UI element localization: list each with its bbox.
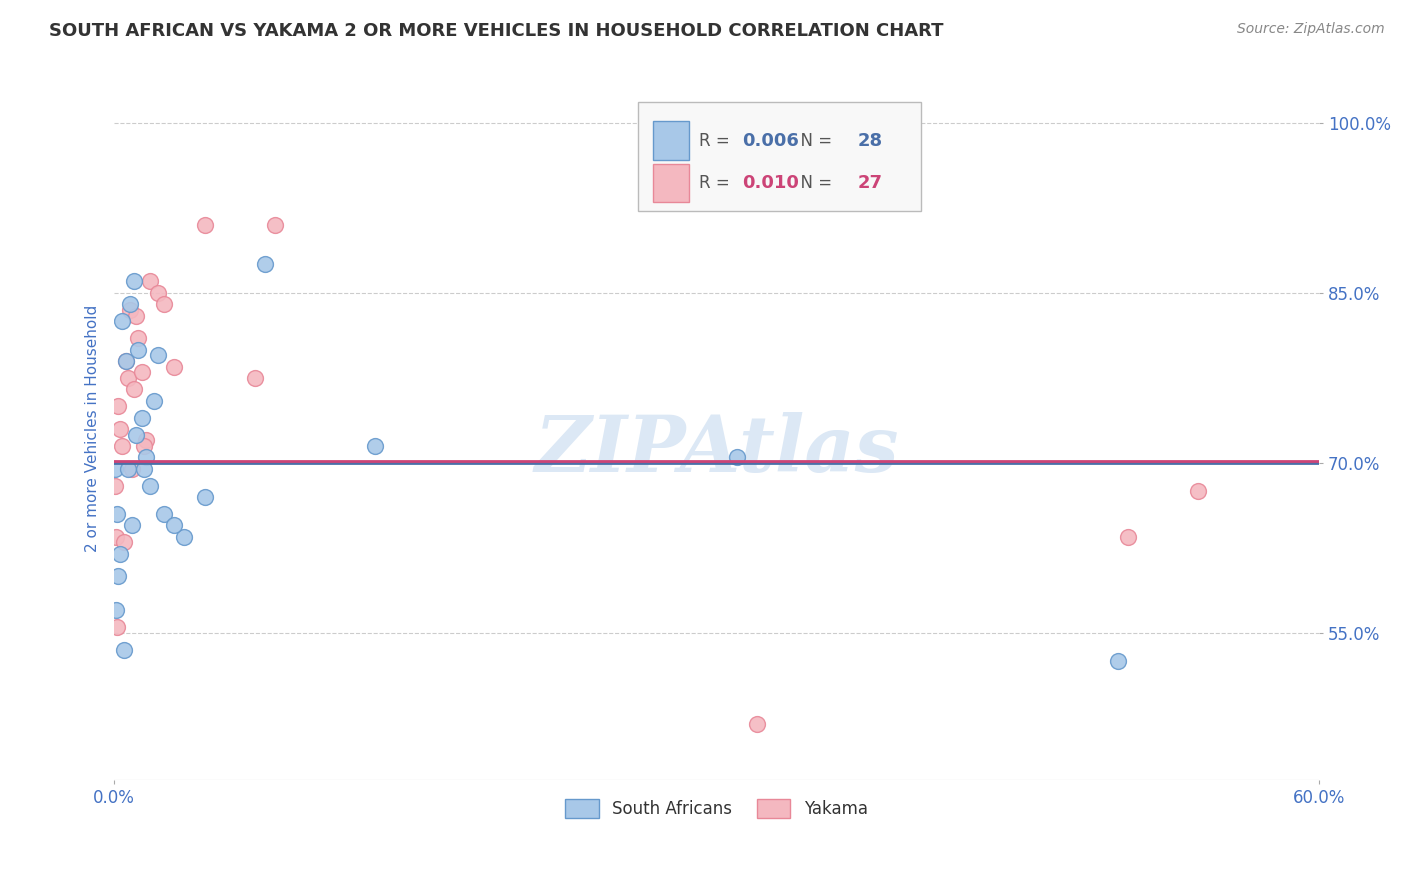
Point bbox=[105, 603, 128, 617]
Point bbox=[115, 354, 138, 368]
Point bbox=[108, 547, 131, 561]
Point bbox=[115, 354, 138, 368]
Point bbox=[107, 569, 129, 583]
Text: 27: 27 bbox=[858, 174, 883, 192]
Point bbox=[131, 410, 153, 425]
Legend: South Africans, Yakama: South Africans, Yakama bbox=[558, 792, 875, 825]
Point bbox=[193, 490, 215, 504]
Point bbox=[1116, 530, 1139, 544]
Point bbox=[139, 478, 162, 492]
Point bbox=[153, 507, 176, 521]
Point bbox=[121, 461, 143, 475]
Point bbox=[243, 371, 266, 385]
Point bbox=[745, 716, 768, 731]
Text: 28: 28 bbox=[858, 132, 883, 150]
Point bbox=[143, 393, 166, 408]
Bar bbox=[652, 163, 689, 202]
Point bbox=[131, 365, 153, 379]
Text: N =: N = bbox=[790, 132, 838, 150]
Point bbox=[105, 530, 128, 544]
Point bbox=[725, 450, 748, 465]
Point bbox=[105, 620, 128, 634]
Point bbox=[163, 359, 186, 374]
Point bbox=[135, 450, 157, 465]
Point bbox=[153, 297, 176, 311]
Text: Source: ZipAtlas.com: Source: ZipAtlas.com bbox=[1237, 22, 1385, 37]
Point bbox=[253, 258, 276, 272]
FancyBboxPatch shape bbox=[638, 102, 921, 211]
Point bbox=[111, 314, 134, 328]
Point bbox=[108, 422, 131, 436]
Text: R =: R = bbox=[699, 174, 734, 192]
Point bbox=[364, 439, 387, 453]
Point bbox=[105, 507, 128, 521]
Point bbox=[120, 297, 142, 311]
Text: N =: N = bbox=[790, 174, 838, 192]
Point bbox=[104, 461, 127, 475]
Point bbox=[173, 530, 195, 544]
Point bbox=[263, 218, 285, 232]
Text: 0.006: 0.006 bbox=[742, 132, 799, 150]
Point bbox=[139, 275, 162, 289]
Point bbox=[127, 343, 149, 357]
Point bbox=[117, 371, 139, 385]
Point bbox=[163, 518, 186, 533]
Point bbox=[112, 535, 135, 549]
Bar bbox=[652, 121, 689, 160]
Text: 0.010: 0.010 bbox=[742, 174, 799, 192]
Text: R =: R = bbox=[699, 132, 734, 150]
Point bbox=[117, 461, 139, 475]
Point bbox=[125, 427, 148, 442]
Point bbox=[148, 348, 170, 362]
Point bbox=[134, 439, 156, 453]
Point bbox=[121, 518, 143, 533]
Point bbox=[127, 331, 149, 345]
Y-axis label: 2 or more Vehicles in Household: 2 or more Vehicles in Household bbox=[86, 305, 100, 552]
Text: SOUTH AFRICAN VS YAKAMA 2 OR MORE VEHICLES IN HOUSEHOLD CORRELATION CHART: SOUTH AFRICAN VS YAKAMA 2 OR MORE VEHICL… bbox=[49, 22, 943, 40]
Point bbox=[135, 434, 157, 448]
Point bbox=[193, 218, 215, 232]
Point bbox=[1187, 484, 1209, 499]
Point bbox=[122, 275, 145, 289]
Point bbox=[122, 382, 145, 396]
Point bbox=[148, 285, 170, 300]
Point bbox=[134, 461, 156, 475]
Point bbox=[1107, 654, 1129, 668]
Point bbox=[120, 302, 142, 317]
Text: ZIPAtlas: ZIPAtlas bbox=[534, 412, 898, 488]
Point bbox=[111, 439, 134, 453]
Point bbox=[125, 309, 148, 323]
Point bbox=[107, 399, 129, 413]
Point bbox=[104, 478, 127, 492]
Point bbox=[112, 643, 135, 657]
